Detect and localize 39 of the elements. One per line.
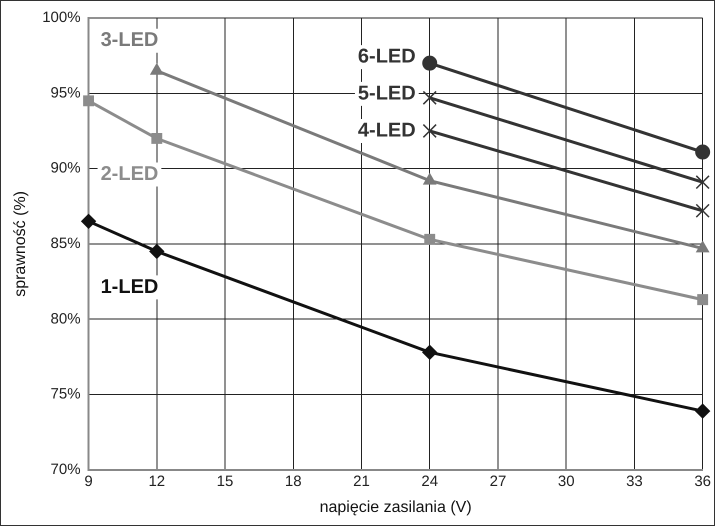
x-tick-label: 33: [626, 472, 643, 490]
series-label: 6-LED: [358, 46, 416, 68]
series-label: 3-LED: [100, 29, 158, 52]
y-tick-label: 70%: [50, 460, 81, 478]
y-tick-label: 90%: [50, 160, 81, 177]
x-axis-title: napięcie zasilania (V): [320, 498, 472, 516]
point: [422, 344, 438, 360]
point: [149, 244, 164, 259]
x-tick-label: 21: [353, 472, 370, 490]
point: [697, 294, 708, 306]
point: [424, 234, 436, 245]
point: [696, 175, 710, 190]
x-tick-label: 24: [421, 472, 438, 490]
series-label: 1-LED: [100, 276, 158, 298]
series-label: 2-LED: [100, 162, 158, 185]
series-label: 4-LED: [358, 119, 416, 142]
x-tick-label: 30: [558, 472, 575, 490]
x-tick-label: 9: [84, 472, 93, 490]
point: [422, 56, 438, 71]
y-tick-label: 95%: [50, 84, 81, 102]
point: [83, 95, 94, 106]
point: [695, 404, 710, 419]
series-label: 5-LED: [358, 82, 416, 104]
y-tick-label: 100%: [42, 9, 81, 26]
point: [151, 133, 162, 144]
point: [81, 214, 96, 229]
point: [422, 90, 437, 105]
point: [696, 204, 710, 218]
x-tick-label: 27: [490, 472, 506, 490]
point: [695, 144, 710, 160]
point: [422, 124, 437, 138]
x-tick-label: 36: [694, 472, 711, 490]
y-axis-title: sprawność (%): [12, 190, 30, 297]
y-tick-label: 75%: [50, 386, 81, 403]
x-tick-label: 12: [148, 472, 166, 490]
y-tick-label: 85%: [50, 235, 81, 252]
x-tick-label: 15: [216, 472, 234, 490]
y-tick-label: 80%: [50, 310, 81, 328]
x-tick-label: 18: [284, 472, 302, 490]
